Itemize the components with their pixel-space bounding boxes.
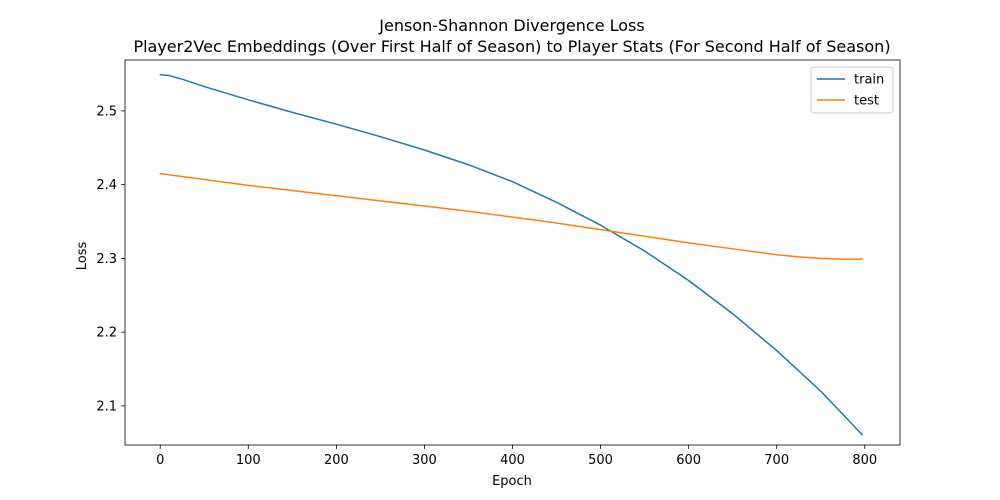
x-tick-label: 300 — [412, 453, 437, 468]
chart-title: Jenson-Shannon Divergence Loss — [378, 16, 644, 35]
y-axis-label: Loss — [75, 242, 90, 271]
legend-label-train: train — [854, 73, 884, 88]
y-tick-label: 2.1 — [96, 399, 117, 414]
y-tick-label: 2.3 — [96, 252, 117, 267]
y-tick-label: 2.5 — [96, 104, 117, 119]
chart-subtitle: Player2Vec Embeddings (Over First Half o… — [133, 37, 890, 56]
series-line-train — [159, 74, 863, 436]
x-tick-label: 200 — [324, 453, 349, 468]
legend: train test — [810, 66, 894, 114]
plot-area: 0 100 200 300 400 500 600 700 800 2.1 2.2 2.3 2.4 2.5 — [96, 59, 901, 468]
y-tick-label: 2.4 — [96, 178, 117, 193]
axes-frame — [124, 59, 901, 446]
x-tick-label: 400 — [500, 453, 525, 468]
x-tick-label: 0 — [156, 453, 164, 468]
x-tick-label: 700 — [764, 453, 789, 468]
x-tick-label: 800 — [852, 453, 877, 468]
x-tick-label: 600 — [676, 453, 701, 468]
x-axis-label: Epoch — [492, 474, 532, 489]
x-tick-label: 500 — [588, 453, 613, 468]
legend-label-test: test — [854, 94, 879, 109]
series-line-test — [159, 172, 863, 260]
y-tick-label: 2.2 — [96, 326, 117, 341]
x-tick-label: 100 — [236, 453, 261, 468]
